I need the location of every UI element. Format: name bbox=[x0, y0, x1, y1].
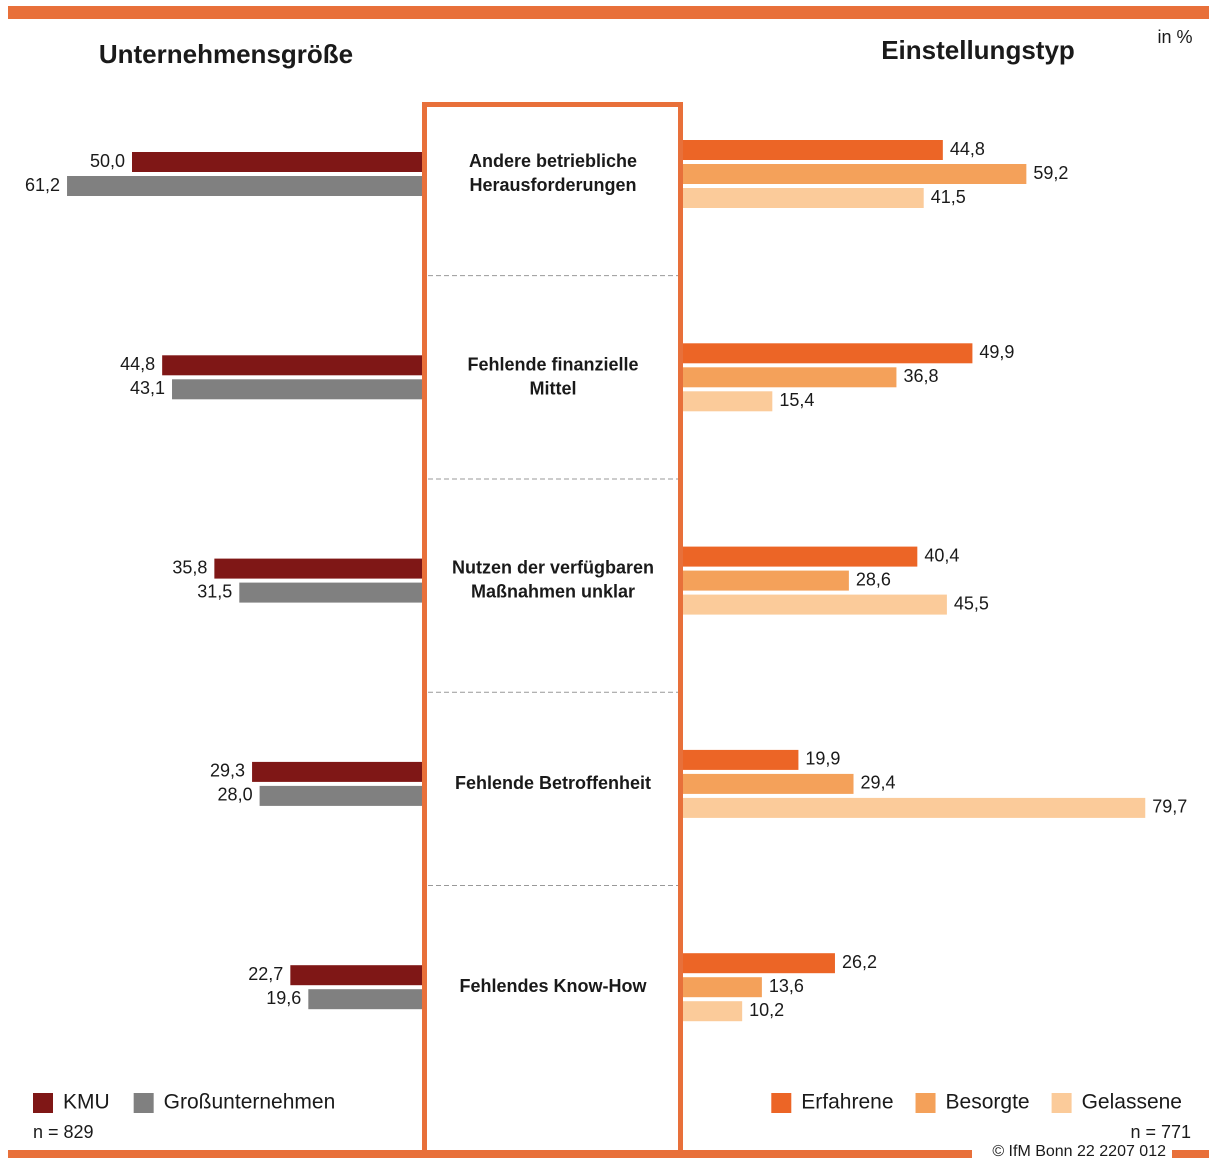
value-label: 15,4 bbox=[779, 390, 814, 410]
left-title: Unternehmensgröße bbox=[99, 39, 353, 69]
bar bbox=[683, 773, 854, 794]
left-note: n = 829 bbox=[33, 1122, 94, 1142]
bar bbox=[683, 953, 835, 974]
value-label: 29,4 bbox=[861, 773, 896, 793]
bar bbox=[683, 594, 947, 615]
category-label: Andere betriebliche Herausforderungen bbox=[469, 151, 637, 195]
legend-label: Besorgte bbox=[946, 1091, 1030, 1114]
bar bbox=[683, 164, 1027, 184]
value-label: 59,2 bbox=[1033, 163, 1068, 183]
bar bbox=[162, 355, 422, 376]
bar bbox=[172, 379, 422, 400]
bar bbox=[683, 140, 943, 160]
unit: in % bbox=[1157, 27, 1192, 47]
value-label: 50,0 bbox=[90, 151, 125, 171]
copyright: © IfM Bonn 22 2207 012 bbox=[992, 1143, 1166, 1158]
legend-swatch bbox=[915, 1093, 936, 1113]
value-label: 61,2 bbox=[25, 175, 60, 195]
legend-swatch bbox=[771, 1093, 792, 1113]
value-label: 29,3 bbox=[210, 761, 245, 781]
bar bbox=[683, 1001, 743, 1022]
value-label: 19,9 bbox=[805, 749, 840, 769]
value-label: 45,5 bbox=[954, 593, 989, 613]
category-line: Mittel bbox=[530, 378, 577, 398]
bar bbox=[683, 367, 897, 388]
legend-swatch bbox=[133, 1093, 154, 1113]
right-note: n = 771 bbox=[1130, 1122, 1191, 1142]
bar bbox=[683, 570, 849, 591]
category-frame bbox=[422, 102, 683, 1155]
bar bbox=[308, 989, 422, 1010]
value-label: 43,1 bbox=[130, 378, 165, 398]
category-line: Fehlende Betroffenheit bbox=[455, 773, 651, 793]
bar bbox=[683, 797, 1146, 818]
value-label: 44,8 bbox=[950, 139, 985, 159]
legend-label: KMU bbox=[63, 1091, 110, 1114]
legend-swatch bbox=[33, 1093, 53, 1113]
right-title: Einstellungstyp bbox=[881, 35, 1075, 65]
value-label: 35,8 bbox=[172, 557, 207, 577]
category-line: Nutzen der verfügbaren bbox=[452, 557, 654, 577]
bar bbox=[683, 391, 773, 412]
value-label: 28,0 bbox=[218, 785, 253, 805]
bar bbox=[239, 582, 422, 603]
legend-label: Erfahrene bbox=[801, 1091, 893, 1114]
category-label: Fehlende finanzielle Mittel bbox=[467, 354, 638, 398]
value-label: 22,7 bbox=[248, 964, 283, 984]
category-line: Fehlendes Know-How bbox=[459, 976, 647, 996]
category-label: Fehlendes Know-How bbox=[459, 976, 647, 996]
value-label: 79,7 bbox=[1152, 797, 1187, 817]
bar bbox=[132, 152, 422, 172]
bar bbox=[290, 965, 422, 986]
category-label: Nutzen der verfügbaren Maßnahmen unklar bbox=[452, 557, 654, 601]
value-label: 31,5 bbox=[197, 581, 232, 601]
bar bbox=[252, 761, 422, 782]
bar bbox=[683, 977, 762, 998]
value-label: 13,6 bbox=[769, 976, 804, 996]
bar bbox=[683, 546, 918, 567]
value-label: 28,6 bbox=[856, 569, 891, 589]
value-label: 36,8 bbox=[903, 366, 938, 386]
category-line: Fehlende finanzielle bbox=[467, 354, 638, 374]
bar bbox=[683, 188, 924, 208]
bar bbox=[683, 343, 973, 364]
value-label: 41,5 bbox=[931, 187, 966, 207]
top-band bbox=[8, 6, 1209, 19]
legend-label: Großunternehmen bbox=[164, 1091, 336, 1114]
value-label: 26,2 bbox=[842, 952, 877, 972]
value-label: 44,8 bbox=[120, 354, 155, 374]
bar bbox=[214, 558, 422, 579]
category-line: Herausforderungen bbox=[469, 175, 636, 195]
category-line: Andere betriebliche bbox=[469, 151, 637, 171]
value-label: 19,6 bbox=[266, 988, 301, 1008]
value-label: 49,9 bbox=[979, 342, 1014, 362]
category-line: Maßnahmen unklar bbox=[471, 581, 635, 601]
category-label: Fehlende Betroffenheit bbox=[455, 773, 651, 793]
legend-label: Gelassene bbox=[1082, 1091, 1182, 1114]
bar bbox=[683, 749, 799, 770]
value-label: 10,2 bbox=[749, 1000, 784, 1020]
bar bbox=[259, 785, 422, 806]
value-label: 40,4 bbox=[924, 545, 959, 565]
bar bbox=[67, 176, 422, 196]
copyright-bg bbox=[972, 1144, 1172, 1158]
legend-swatch bbox=[1051, 1093, 1072, 1113]
